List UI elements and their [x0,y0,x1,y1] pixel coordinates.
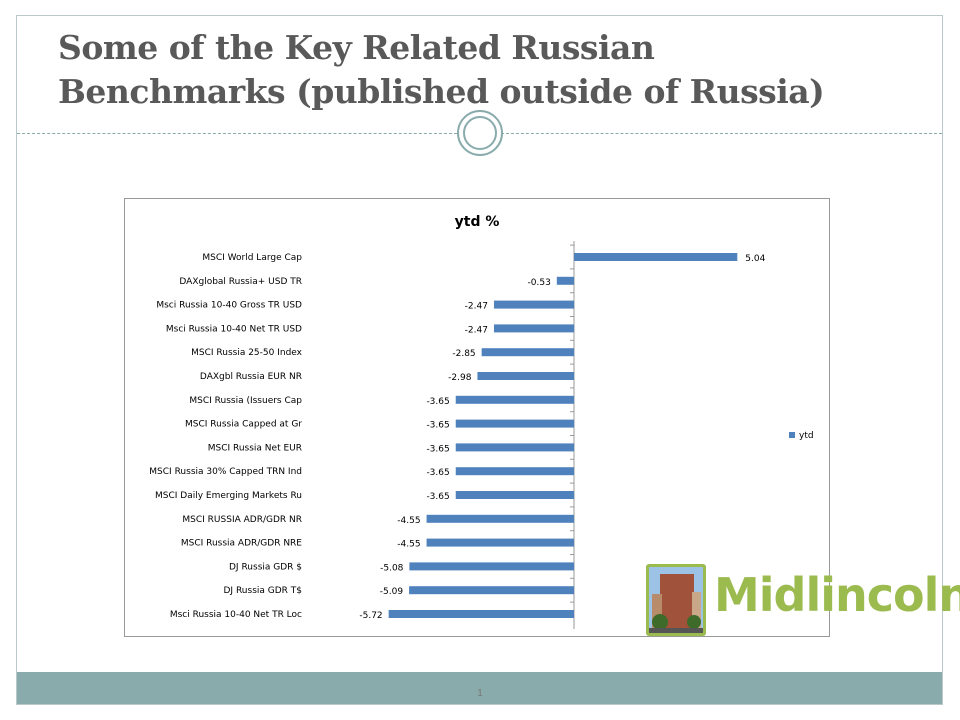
divider-right [501,133,942,134]
data-label: -5.08 [380,563,404,573]
page-number: 1 [477,688,483,699]
category-label: MSCI Russia Net EUR [208,443,302,453]
data-label: -3.65 [426,492,449,502]
category-label: DJ Russia GDR $ [229,562,302,572]
bar [455,419,574,428]
slide-frame [16,15,943,705]
logo-building-image [646,564,706,636]
data-label: -3.65 [426,397,449,407]
data-label: -5.72 [359,611,382,621]
bar [426,514,574,523]
category-label: DAXgbl Russia EUR NR [200,372,302,382]
chart-title: ytd % [455,214,500,230]
bar [493,324,574,333]
title-line-2: Benchmarks (published outside of Russia) [58,72,825,111]
bar [388,610,574,618]
data-label: 5.04 [745,254,765,264]
category-label: MSCI RUSSIA ADR/GDR NR [182,515,302,525]
data-label: -2.47 [465,302,488,312]
data-label: -2.47 [465,325,488,335]
data-label: -2.85 [452,349,475,359]
bar [493,300,574,309]
data-label: -3.65 [426,468,449,478]
data-label: -3.65 [426,421,449,431]
bar [481,348,574,357]
data-label: -4.55 [397,540,420,550]
category-label: MSCI Russia (Issuers Cap [189,396,302,406]
logo-text: Midlincoln [714,568,960,622]
legend-swatch [789,432,795,438]
category-label: DAXglobal Russia+ USD TR [179,277,302,287]
bar [409,562,574,571]
bar [455,395,574,404]
legend-label: ytd [799,431,814,441]
slide-title: Some of the Key Related Russian Benchmark… [58,26,825,114]
category-label: MSCI Daily Emerging Markets Ru [155,491,302,501]
category-label: Msci Russia 10-40 Net TR USD [166,324,302,334]
category-label: DJ Russia GDR T$ [224,586,303,596]
bar [455,491,574,499]
data-label: -5.09 [380,587,404,597]
footer-band [17,672,942,704]
divider-left [17,133,457,134]
bar-chart: ytd % MSCI World Large Cap 5.04 DAXglobal R… [149,214,814,629]
chart-area: ytd % MSCI World Large Cap 5.04 DAXglobal R… [124,198,830,637]
divider-circle-ornament [457,110,503,156]
data-label: -0.53 [528,278,551,288]
data-label: -4.55 [397,516,420,526]
category-label: MSCI Russia 30% Capped TRN Ind [149,467,302,477]
title-line-1: Some of the Key Related Russian [58,28,655,67]
bar [455,443,574,452]
category-label: MSCI Russia Capped at Gr [185,420,302,430]
bar [556,276,574,285]
bar [409,586,574,595]
bar [455,467,574,476]
data-label: -2.98 [448,373,472,383]
data-label: -3.65 [426,444,449,454]
category-label: Msci Russia 10-40 Gross TR USD [156,301,302,311]
category-label: Msci Russia 10-40 Net TR Loc [170,610,302,620]
bar [426,538,574,547]
category-label: MSCI World Large Cap [202,253,302,263]
category-label: MSCI Russia 25-50 Index [191,348,303,358]
bar [477,372,574,380]
bar [574,253,738,261]
category-label: MSCI Russia ADR/GDR NRE [181,539,302,549]
